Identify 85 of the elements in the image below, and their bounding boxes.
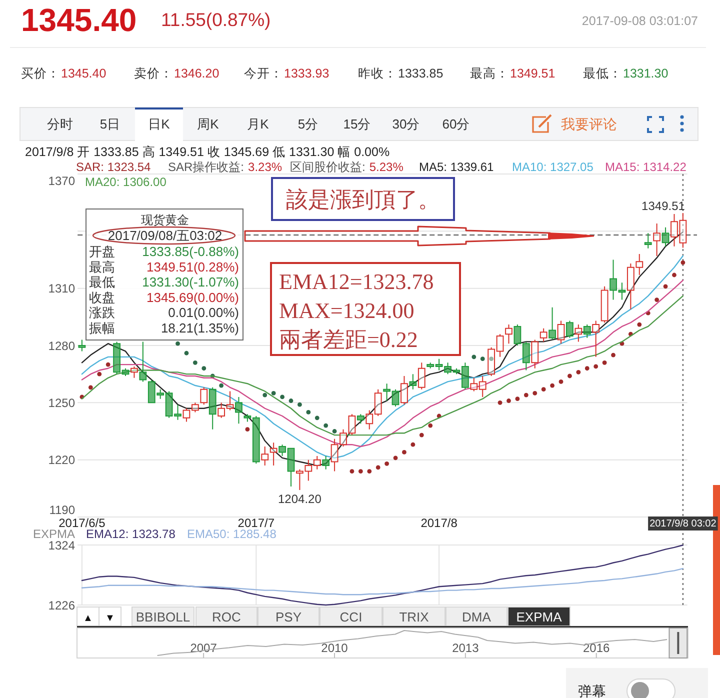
annotation: 现货黄金 <box>141 213 189 227</box>
annotation: 1331.30(-1.07%) <box>142 274 239 290</box>
title: 1345.40 <box>21 2 137 38</box>
text: 1333.85 <box>398 66 444 80</box>
annotation: MAX=1324.00 <box>279 298 414 323</box>
legend-item: EMA50: 1285.48 <box>187 527 276 541</box>
text: 30分 <box>392 116 420 132</box>
annotation: 收盘 <box>89 290 115 305</box>
annotation: 1345.69(0.00%) <box>146 290 239 305</box>
y-tick-label: 1220 <box>48 453 76 468</box>
annotation: 0.01(0.00%) <box>168 305 239 320</box>
y-tick-label: 1324 <box>48 538 76 552</box>
text: 月K <box>247 116 270 132</box>
data-note: 1204.20 <box>278 492 322 506</box>
text: 今开： <box>244 66 283 80</box>
text: 卖价： <box>134 66 173 80</box>
text: 分时 <box>47 116 73 132</box>
x-tick-label: 2017/6/5 <box>58 516 106 530</box>
button: ROC <box>196 606 258 626</box>
text: 1331.30 <box>623 66 668 80</box>
text: 1346.20 <box>174 66 220 80</box>
annotation: 最低 <box>89 274 115 290</box>
text: 5.23% <box>369 160 404 174</box>
crosshair-label: 2017/9/8 03:02 <box>648 516 718 530</box>
text: 昨收： <box>358 66 397 80</box>
button: CCI <box>320 606 382 626</box>
text: 5分 <box>298 116 318 132</box>
legend-item: MA15: 1314.22 <box>605 160 686 174</box>
annotation: 开盘 <box>89 244 115 259</box>
text: 最高： <box>470 66 509 80</box>
text: 弹幕 <box>578 683 606 698</box>
annotation: 最高 <box>89 259 115 274</box>
text: 周K <box>197 116 220 132</box>
text: 1333.93 <box>284 66 330 80</box>
x-tick-label: 2016 <box>583 641 610 655</box>
legend-item: EMA12: 1323.78 <box>86 527 176 541</box>
text: 最低： <box>583 66 622 80</box>
text: 15分 <box>343 116 371 132</box>
button: ▲ <box>76 606 100 626</box>
text: 11.55(0.87%) <box>161 9 271 30</box>
text: 2017-09-08 03:01:07 <box>582 14 698 28</box>
annotation: 1333.85(-0.88%) <box>142 244 239 259</box>
annotation: 涨跌 <box>89 305 115 320</box>
text: 买价： <box>21 66 60 80</box>
text: SAR操作收益: <box>168 160 244 174</box>
button: TRIX <box>382 606 446 626</box>
annotation: 2017/09/08/五03:02 <box>108 228 222 243</box>
text: 3.23% <box>248 160 282 174</box>
y-tick-label: 1226 <box>48 598 76 612</box>
annotation: 兩者差距=0.22 <box>279 327 418 352</box>
button: BBIBOLL <box>132 606 194 626</box>
subtitle: 2017/9/8 开 1333.85 高 1349.51 收 1345.69 低 1331.30 幅 0.00% <box>25 145 390 159</box>
x-tick-label: 2017/7 <box>238 516 275 530</box>
button: EXPMA <box>508 606 570 626</box>
annotation: EMA12=1323.78 <box>279 269 434 294</box>
annotation: 該是漲到頂了。 <box>286 187 440 212</box>
title: EXPMA <box>33 527 76 541</box>
y-tick-label: 1370 <box>48 174 76 188</box>
text: 5日 <box>100 116 120 132</box>
legend-item: MA20: 1306.00 <box>85 175 166 189</box>
y-tick-label: 1250 <box>48 396 76 410</box>
button: PSY <box>258 606 320 626</box>
text: 60分 <box>442 116 470 132</box>
note-box: EMA12=1323.78 MAX=1324.00 兩者差距=0.22 <box>270 262 461 356</box>
y-tick-label: 1190 <box>49 503 76 517</box>
button: ▼ <box>98 606 122 626</box>
data-note: 1349.51 <box>642 199 685 214</box>
text: 1349.51 <box>510 66 556 80</box>
y-tick-label: 1310 <box>48 282 76 296</box>
x-tick-label: 2013 <box>452 641 480 655</box>
legend-item: MA5: 1339.61 <box>419 160 494 174</box>
x-tick-label: 2017/8 <box>420 516 458 530</box>
legend-item: SAR: 1323.54 <box>76 160 151 174</box>
text: 日K <box>148 116 170 132</box>
annotation: 振幅 <box>89 320 115 336</box>
text: 区间股价收益: <box>290 160 366 174</box>
text: 1345.40 <box>61 66 106 80</box>
annotation: 1349.51(0.28%) <box>146 259 239 274</box>
text: 我要评论 <box>561 116 617 132</box>
note-box: 該是漲到頂了。 <box>271 177 455 221</box>
x-tick-label: 2010 <box>321 641 348 655</box>
legend-item: MA10: 1327.05 <box>512 160 594 174</box>
y-tick-label: 1280 <box>48 338 76 353</box>
button: DMA <box>446 606 508 626</box>
annotation: 18.21(1.35%) <box>160 320 239 336</box>
